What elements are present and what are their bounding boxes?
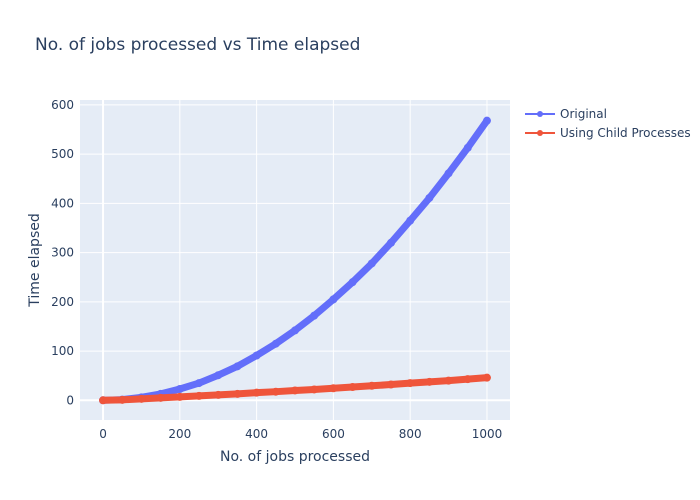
- x-tick-label: 1000: [472, 427, 503, 441]
- data-point: [118, 395, 127, 404]
- data-point: [175, 392, 184, 401]
- x-tick-label: 800: [399, 427, 422, 441]
- data-point: [137, 394, 146, 403]
- data-point: [271, 339, 280, 348]
- data-point: [482, 116, 491, 125]
- y-tick-label: 0: [66, 393, 74, 407]
- x-tick-label: 0: [99, 427, 107, 441]
- chart-title: No. of jobs processed vs Time elapsed: [35, 35, 360, 55]
- data-point: [291, 326, 299, 335]
- data-point: [291, 386, 299, 395]
- data-point: [233, 362, 242, 371]
- data-point: [463, 375, 472, 384]
- y-tick-label: 500: [51, 147, 74, 161]
- legend-marker: [537, 111, 543, 117]
- data-point: [271, 387, 280, 396]
- data-point: [175, 384, 184, 393]
- data-point: [444, 169, 453, 178]
- x-axis-title: No. of jobs processed: [220, 449, 370, 465]
- x-tick-label: 200: [168, 427, 191, 441]
- y-tick-label: 600: [51, 98, 74, 112]
- data-point: [386, 238, 395, 247]
- data-point: [156, 393, 165, 402]
- data-point: [425, 377, 434, 386]
- data-point: [348, 278, 357, 287]
- data-point: [444, 376, 453, 385]
- data-point: [329, 384, 338, 393]
- data-point: [329, 295, 338, 304]
- legend-item[interactable]: Using Child Processes: [525, 126, 691, 140]
- series-original: [99, 116, 491, 405]
- data-point: [252, 388, 261, 397]
- data-point: [195, 391, 204, 400]
- data-point: [99, 396, 108, 405]
- legend-label: Using Child Processes: [560, 126, 691, 140]
- legend-marker: [537, 130, 543, 136]
- plot-area: 0 200 400 600 800 1000 0 100 200 300 400 500 600: [51, 98, 510, 441]
- data-point: [367, 381, 376, 390]
- data-point: [406, 379, 415, 388]
- legend-label: Original: [560, 107, 607, 121]
- data-point: [252, 351, 261, 360]
- data-point: [425, 193, 434, 202]
- data-point: [367, 259, 376, 268]
- data-point: [214, 371, 223, 380]
- data-point: [482, 373, 491, 382]
- x-tick-label: 600: [322, 427, 345, 441]
- data-point: [406, 216, 415, 225]
- y-tick-label: 100: [51, 344, 74, 358]
- data-point: [233, 389, 242, 398]
- series-using-child-processes: [99, 373, 491, 405]
- y-tick-label: 400: [51, 196, 74, 210]
- y-tick-label: 200: [51, 295, 74, 309]
- x-tick-label: 400: [245, 427, 268, 441]
- legend[interactable]: Original Using Child Processes: [525, 107, 691, 140]
- data-point: [214, 390, 223, 399]
- data-point: [310, 311, 319, 320]
- legend-item[interactable]: Original: [525, 107, 607, 121]
- data-point: [463, 143, 472, 152]
- y-axis-title: Time elapsed: [27, 213, 43, 307]
- y-tick-label: 300: [51, 246, 74, 260]
- data-point: [386, 380, 395, 389]
- data-point: [310, 385, 319, 394]
- data-point: [195, 379, 204, 388]
- data-point: [348, 383, 357, 392]
- plot-background: [80, 100, 510, 420]
